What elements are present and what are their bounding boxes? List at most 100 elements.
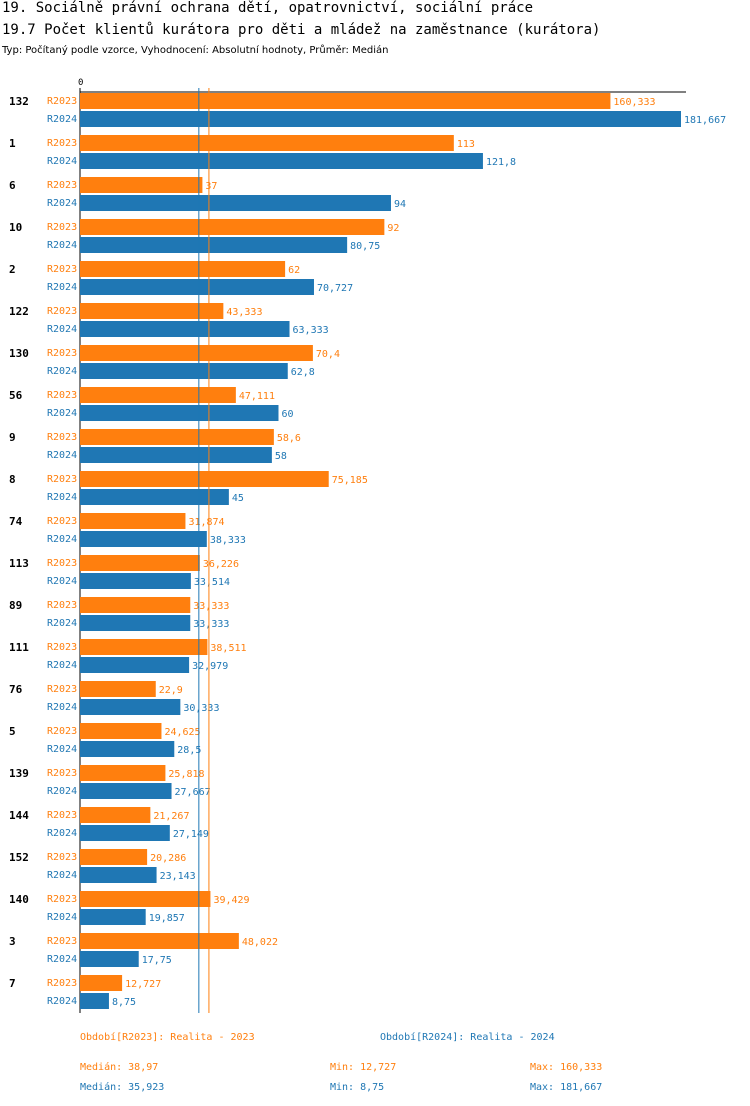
bar-r2024	[80, 195, 391, 211]
series-tick-label: R2024	[47, 786, 77, 797]
bar-r2023	[80, 93, 611, 109]
data-label: 45	[232, 493, 244, 504]
series-tick-label: R2024	[47, 240, 77, 251]
category-label: 76	[9, 683, 23, 696]
category-label: 2	[9, 263, 16, 276]
series-tick-label: R2023	[47, 768, 77, 779]
data-label: 21,267	[153, 811, 189, 822]
bar-r2024	[80, 531, 207, 547]
category-label: 152	[9, 851, 29, 864]
category-label: 74	[9, 515, 23, 528]
bar-r2023	[80, 387, 236, 403]
category-label: 5	[9, 725, 16, 738]
data-label: 70,727	[317, 283, 353, 294]
category-label: 1	[9, 137, 16, 150]
data-label: 28,5	[177, 745, 201, 756]
bar-r2023	[80, 975, 123, 991]
bar-r2023	[80, 303, 224, 319]
data-label: 24,625	[164, 727, 200, 738]
bar-r2024	[80, 573, 191, 589]
series-tick-label: R2024	[47, 870, 77, 881]
category-label: 140	[9, 893, 29, 906]
data-label: 62,8	[291, 367, 315, 378]
legend-r2023-period: Období[R2023]: Realita - 2023	[80, 1032, 255, 1043]
series-tick-label: R2024	[47, 534, 77, 545]
data-label: 12,727	[125, 979, 161, 990]
series-tick-label: R2024	[47, 114, 77, 125]
bar-r2024	[80, 741, 175, 757]
bar-r2023	[80, 555, 200, 571]
data-label: 22,9	[159, 685, 183, 696]
series-tick-label: R2023	[47, 306, 77, 317]
data-label: 32,979	[192, 661, 228, 672]
series-tick-label: R2024	[47, 912, 77, 923]
x-axis-zero-label: 0	[78, 78, 83, 88]
bar-r2023	[80, 765, 166, 781]
bar-r2024	[80, 279, 314, 295]
series-tick-label: R2024	[47, 660, 77, 671]
bar-r2023	[80, 261, 286, 277]
bar-r2023	[80, 471, 329, 487]
bar-r2023	[80, 681, 156, 697]
category-label: 132	[9, 95, 29, 108]
bar-r2023	[80, 177, 203, 193]
series-tick-label: R2023	[47, 474, 77, 485]
series-tick-label: R2024	[47, 828, 77, 839]
bar-r2024	[80, 657, 190, 673]
category-label: 3	[9, 935, 16, 948]
bar-chart: 0 132 R2023 160,333 R2024 181,667 1 R2023 113 R20…	[9, 78, 726, 1013]
data-label: 47,111	[239, 391, 275, 402]
chart-title: 19. Sociálně právní ochrana dětí, opatro…	[2, 0, 534, 16]
series-tick-label: R2023	[47, 810, 77, 821]
bar-r2023	[80, 807, 151, 823]
data-label: 33,333	[193, 619, 229, 630]
series-tick-label: R2023	[47, 390, 77, 401]
category-label: 122	[9, 305, 29, 318]
series-tick-label: R2023	[47, 558, 77, 569]
series-tick-label: R2024	[47, 450, 77, 461]
series-tick-label: R2023	[47, 432, 77, 443]
category-label: 139	[9, 767, 29, 780]
bar-r2023	[80, 723, 162, 739]
series-tick-label: R2024	[47, 576, 77, 587]
data-label: 17,75	[142, 955, 172, 966]
data-label: 23,143	[160, 871, 196, 882]
data-label: 38,333	[210, 535, 246, 546]
data-label: 113	[457, 139, 475, 150]
legend-r2024-period: Období[R2024]: Realita - 2024	[380, 1032, 555, 1043]
category-label: 130	[9, 347, 29, 360]
bar-r2023	[80, 849, 148, 865]
bar-r2023	[80, 891, 211, 907]
category-label: 144	[9, 809, 29, 822]
bar-r2024	[80, 237, 348, 253]
bar-r2024	[80, 405, 279, 421]
series-tick-label: R2023	[47, 264, 77, 275]
data-label: 38,511	[210, 643, 246, 654]
category-label: 111	[9, 641, 29, 654]
data-label: 160,333	[613, 97, 655, 108]
bar-r2024	[80, 153, 483, 169]
bar-r2024	[80, 111, 681, 127]
data-label: 58,6	[277, 433, 301, 444]
data-label: 62	[288, 265, 300, 276]
bar-r2024	[80, 699, 181, 715]
legend-r2023-min: Min: 12,727	[330, 1062, 397, 1073]
series-tick-label: R2024	[47, 618, 77, 629]
data-label: 20,286	[150, 853, 186, 864]
series-tick-label: R2023	[47, 978, 77, 989]
series-tick-label: R2023	[47, 600, 77, 611]
bar-r2024	[80, 993, 109, 1009]
series-tick-label: R2024	[47, 996, 77, 1007]
bar-r2023	[80, 429, 274, 445]
category-label: 7	[9, 977, 16, 990]
legend-r2024-max: Max: 181,667	[530, 1082, 603, 1093]
legend-r2024-min: Min: 8,75	[330, 1082, 385, 1093]
data-label: 27,667	[175, 787, 211, 798]
series-tick-label: R2024	[47, 954, 77, 965]
series-tick-label: R2024	[47, 156, 77, 167]
data-label: 27,149	[173, 829, 209, 840]
category-label: 89	[9, 599, 22, 612]
data-label: 92	[387, 223, 399, 234]
series-tick-label: R2023	[47, 180, 77, 191]
series-tick-label: R2023	[47, 642, 77, 653]
